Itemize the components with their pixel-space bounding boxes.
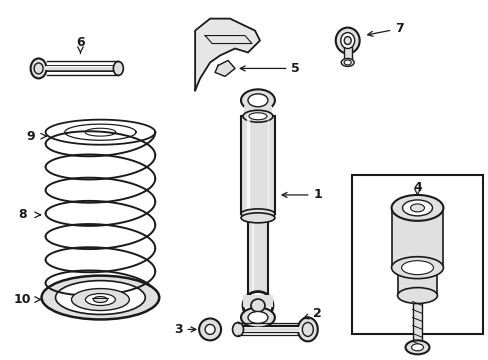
- Ellipse shape: [247, 311, 267, 323]
- Ellipse shape: [405, 340, 428, 354]
- Text: 9: 9: [26, 130, 35, 143]
- Ellipse shape: [241, 209, 274, 219]
- Polygon shape: [215, 60, 235, 76]
- Ellipse shape: [243, 292, 272, 319]
- Ellipse shape: [410, 204, 424, 212]
- Text: 2: 2: [303, 307, 322, 320]
- Text: 7: 7: [367, 22, 403, 36]
- Bar: [343, 45, 351, 62]
- Ellipse shape: [243, 110, 272, 122]
- Ellipse shape: [41, 276, 159, 319]
- Ellipse shape: [241, 213, 274, 223]
- Polygon shape: [195, 19, 260, 90]
- Bar: [391, 208, 443, 268]
- Ellipse shape: [85, 293, 115, 306]
- Text: 4: 4: [412, 181, 421, 194]
- Ellipse shape: [248, 113, 266, 120]
- Ellipse shape: [335, 28, 359, 54]
- Bar: [412, 296, 422, 345]
- Ellipse shape: [411, 344, 423, 351]
- Ellipse shape: [93, 297, 107, 302]
- Bar: [397, 268, 437, 296]
- Ellipse shape: [344, 60, 350, 65]
- Text: 10: 10: [14, 293, 31, 306]
- Bar: [247, 214, 267, 303]
- Text: 6: 6: [76, 36, 84, 49]
- Text: 8: 8: [18, 208, 27, 221]
- Ellipse shape: [402, 200, 431, 216]
- Ellipse shape: [391, 257, 443, 279]
- Ellipse shape: [199, 319, 221, 340]
- Ellipse shape: [391, 195, 443, 221]
- Ellipse shape: [232, 323, 243, 336]
- Ellipse shape: [401, 261, 432, 275]
- Bar: [351, 175, 482, 334]
- Ellipse shape: [56, 280, 145, 315]
- Text: 1: 1: [282, 188, 322, 202]
- Ellipse shape: [71, 289, 129, 310]
- Ellipse shape: [341, 58, 353, 67]
- Text: 3: 3: [174, 323, 196, 336]
- Ellipse shape: [204, 324, 215, 334]
- Ellipse shape: [34, 63, 43, 74]
- Ellipse shape: [241, 307, 274, 328]
- Text: 5: 5: [240, 62, 300, 75]
- Bar: [241, 116, 274, 214]
- Ellipse shape: [113, 62, 123, 75]
- Ellipse shape: [297, 318, 317, 341]
- Bar: [243, 294, 272, 306]
- Ellipse shape: [241, 89, 274, 111]
- Ellipse shape: [247, 94, 267, 107]
- Ellipse shape: [397, 288, 437, 303]
- Ellipse shape: [302, 323, 313, 336]
- Ellipse shape: [340, 32, 354, 49]
- Bar: [244, 106, 271, 114]
- Ellipse shape: [344, 37, 350, 45]
- Ellipse shape: [31, 58, 46, 78]
- Ellipse shape: [250, 299, 264, 312]
